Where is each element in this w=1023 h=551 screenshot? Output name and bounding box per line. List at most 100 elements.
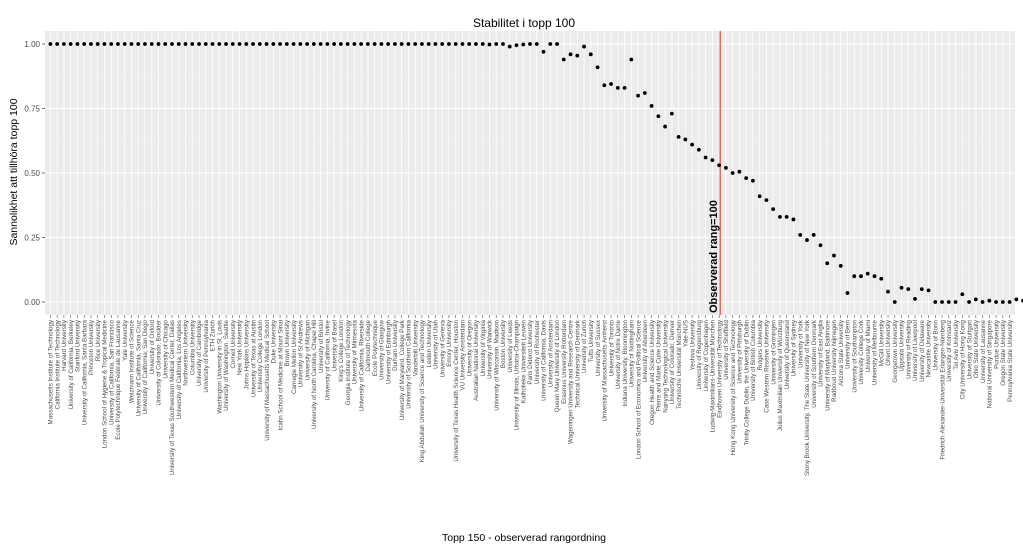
x-tick-label: University of Copenhagen [703,319,710,391]
data-point [399,42,404,46]
data-point [757,194,762,199]
x-tick-label: University of Edinburgh [385,319,392,384]
data-point [176,42,181,46]
data-point [89,42,93,46]
data-point [818,243,823,248]
x-tick-label: Ohio State University [973,319,980,378]
x-tick-label: Dartmouth College [365,319,372,371]
data-point [156,42,161,46]
data-point [892,300,897,304]
data-point [433,42,438,46]
data-point [325,42,330,46]
x-tick-label: Newcastle University [926,319,933,377]
data-point [487,42,492,47]
data-point [365,42,370,46]
x-tick-label: Ghent University [885,319,892,366]
data-point [926,288,931,293]
x-tick-label: University of East Anglia [818,319,825,386]
data-point [771,207,776,212]
data-point [305,42,309,46]
data-point [453,42,458,46]
x-tick-label: University of North Carolina, Chapel Hil… [311,320,318,429]
data-point [751,178,755,183]
x-tick-label: National University of Singapore [987,319,994,408]
x-tick-label: University of Texas Health Science Cente… [453,319,460,461]
rank-100-annotation: Observerad rang=100 [708,200,720,313]
x-tick-label: London School of Economics and Political… [635,319,642,459]
x-tick-label: Nanyang Technological University [662,319,669,413]
x-tick-label: University of Illinois, Urbana-Champaign [514,319,521,430]
x-tick-label: University of Groningen [770,319,777,384]
x-tick-label: University of California, Santa Barbara [81,319,88,425]
data-point [872,274,877,279]
x-tick-label: Tufts University [588,319,595,362]
x-tick-label: University of Bonn [932,319,939,370]
x-tick-label: University of Texas at Austin [250,319,257,397]
data-point [696,147,701,152]
x-tick-label: Ludwig-Maximilians-Universität München [710,319,717,432]
data-point [406,42,411,46]
x-tick-label: University of Chicago [162,319,169,378]
data-point [291,42,296,46]
x-tick-label: Durham University [392,319,399,371]
x-tick-label: University of Texas Southwestern Medical… [169,320,176,475]
data-point [1014,297,1019,302]
data-point [879,276,884,281]
data-point [582,44,586,49]
data-point [642,91,647,95]
x-axis-ticks: Massachusetts Institute of Technology Cal… [48,315,1014,476]
x-tick-label: University of Zurich [581,319,588,373]
y-tick-label: 0.25 [24,234,40,243]
data-point [514,43,519,48]
x-tick-label: University of California, San Francisco [108,319,115,424]
data-point [534,42,539,46]
x-tick-label: Georgia Institute of Technology [345,319,352,405]
data-point [447,42,451,46]
data-point [663,124,667,129]
x-tick-label: Yeshiva University [689,319,696,370]
data-point [163,42,168,46]
x-tick-label: New York University [237,319,244,375]
x-tick-label: University of California, Irvine [325,319,332,400]
x-tick-label: City University of Hong Kong [960,319,967,399]
data-point [764,198,769,202]
data-point [602,83,607,88]
x-tick-label: California Institute of Technology [54,319,61,409]
data-point [440,42,445,46]
data-point [825,261,830,266]
data-point [230,42,235,46]
data-point [62,42,66,46]
data-point [649,104,654,108]
x-tick-label: Duke University [271,319,278,363]
x-tick-label: University of Virginia [480,319,487,376]
x-tick-label: Rutgers University [757,319,764,370]
data-point [386,42,391,46]
x-tick-label: Julius Maximilian University of Würzburg [777,319,784,431]
data-point [548,42,553,46]
x-tick-label: University of Notre Dame [615,319,622,389]
x-tick-label: Eindhoven University of Technology [716,319,723,418]
data-point [933,300,938,304]
x-tick-label: University of Washington, Seattle [223,319,230,410]
x-tick-label: Northwestern University [183,319,190,386]
data-point [528,42,532,46]
x-tick-label: Queen Mary University of London [554,319,561,412]
x-tick-label: Australian National University [473,319,480,401]
x-tick-label: Radboud University Nijmegen [831,319,838,401]
data-point [629,57,634,62]
data-point [906,287,911,291]
data-point [426,42,431,46]
x-tick-label: Massachusetts Institute of Technology [48,319,55,424]
data-point [811,233,816,237]
data-point [913,297,917,301]
x-tick-label: Yale-NUS [683,320,690,347]
data-point [622,85,627,90]
data-point [778,214,782,219]
x-tick-label: Harvard University [61,319,68,371]
x-tick-label: University of Glasgow [379,319,386,379]
x-tick-label: Uppsala University [899,319,906,371]
data-point [284,42,289,46]
x-tick-label: University of Liverpool [912,320,919,381]
x-tick-label: University of Nottingham [629,320,636,387]
data-point [257,42,262,46]
